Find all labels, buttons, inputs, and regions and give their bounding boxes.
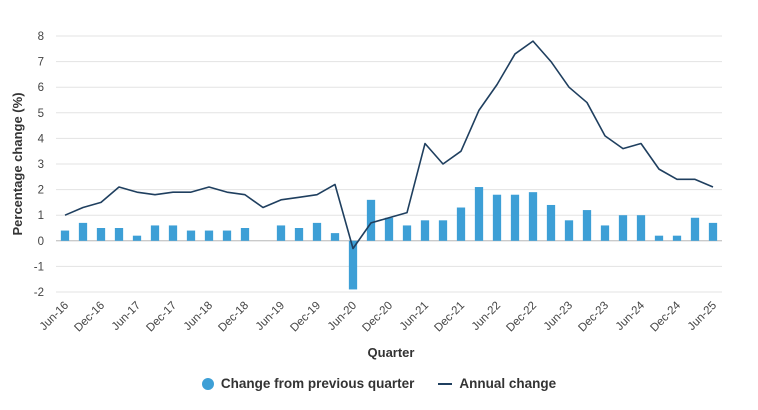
annual-change-line[interactable]	[64, 40, 714, 250]
bar[interactable]	[348, 240, 358, 290]
bar[interactable]	[366, 199, 376, 241]
bar[interactable]	[384, 217, 394, 241]
legend: Change from previous quarter Annual chan…	[0, 376, 758, 391]
x-tick-label: Jun-21	[398, 300, 431, 333]
bar[interactable]	[222, 230, 232, 241]
y-axis-title: Percentage change (%)	[10, 92, 25, 235]
x-tick-label: Dec-19	[288, 300, 323, 335]
legend-item-previous-quarter[interactable]: Change from previous quarter	[201, 376, 415, 391]
gridlines	[56, 35, 722, 293]
y-tick-label: 0	[38, 236, 44, 248]
bar[interactable]	[636, 215, 646, 241]
y-tick-label: 4	[38, 133, 45, 145]
bar[interactable]	[564, 220, 574, 241]
bar[interactable]	[402, 225, 412, 241]
legend-item-annual-change[interactable]: Annual change	[438, 376, 556, 391]
x-tick-label: Dec-22	[504, 300, 539, 335]
legend-label-annual-change: Annual change	[459, 376, 557, 391]
y-tick-label: 6	[38, 82, 44, 94]
bar[interactable]	[456, 207, 466, 241]
x-tick-label: Dec-20	[360, 300, 395, 335]
bar[interactable]	[132, 235, 142, 241]
bar[interactable]	[672, 235, 682, 241]
bar[interactable]	[600, 225, 610, 241]
y-tick-label: 3	[38, 159, 44, 171]
x-tick-label: Jun-19	[254, 300, 287, 333]
x-tick-label: Dec-16	[72, 300, 107, 335]
bar[interactable]	[690, 217, 700, 241]
bar[interactable]	[78, 222, 88, 241]
x-tick-label: Jun-23	[542, 300, 575, 333]
y-tick-label: 5	[38, 108, 44, 120]
bar[interactable]	[618, 215, 628, 241]
bar[interactable]	[492, 194, 502, 241]
bar[interactable]	[312, 222, 322, 241]
x-tick-label: Jun-18	[182, 300, 215, 333]
bar[interactable]	[186, 230, 196, 241]
x-tick-label: Dec-24	[648, 299, 683, 334]
x-tick-label: Dec-18	[216, 300, 251, 335]
x-tick-label: Jun-20	[326, 300, 359, 333]
bar[interactable]	[150, 225, 160, 241]
x-tick-label: Dec-17	[144, 300, 179, 335]
y-tick-label: 7	[38, 57, 44, 69]
bar[interactable]	[276, 225, 286, 241]
bar[interactable]	[546, 204, 556, 241]
bar[interactable]	[240, 228, 250, 241]
bar-series-previous-quarter	[60, 187, 718, 290]
x-tick-label: Jun-22	[470, 300, 503, 333]
y-tick-label: 2	[38, 185, 44, 197]
x-tick-label: Dec-21	[432, 300, 467, 335]
x-tick-label: Jun-25	[686, 300, 719, 333]
bar[interactable]	[438, 220, 448, 241]
bar[interactable]	[168, 225, 178, 241]
bar[interactable]	[510, 194, 520, 241]
y-tick-label: -2	[34, 287, 44, 299]
y-axis: -2 -1 0 1 2 3 4 5 6 7 8	[34, 31, 45, 299]
bar[interactable]	[114, 228, 124, 241]
bar[interactable]	[582, 210, 592, 241]
bar[interactable]	[420, 220, 430, 241]
x-tick-label: Jun-16	[38, 300, 71, 333]
bar[interactable]	[528, 192, 538, 241]
line-series-annual-change	[64, 40, 714, 250]
x-tick-label: Jun-24	[614, 299, 648, 333]
legend-marker-previous-quarter	[201, 377, 214, 390]
bar[interactable]	[474, 187, 484, 241]
y-tick-label: 8	[38, 31, 44, 43]
bar[interactable]	[654, 235, 664, 241]
x-tick-label: Dec-23	[576, 300, 611, 335]
bar[interactable]	[60, 230, 70, 241]
legend-marker-annual-change	[438, 382, 453, 385]
bar[interactable]	[708, 222, 718, 241]
x-axis-title: Quarter	[368, 345, 415, 360]
y-tick-label: 1	[38, 210, 44, 222]
y-tick-label: -1	[34, 261, 44, 273]
bar[interactable]	[204, 230, 214, 241]
x-axis: Jun-16 Dec-16 Jun-17 Dec-17 Jun-18 Dec-18 Jun-…	[38, 299, 719, 334]
legend-label-previous-quarter: Change from previous quarter	[220, 376, 415, 391]
bar[interactable]	[294, 228, 304, 241]
bar[interactable]	[330, 233, 340, 241]
x-tick-label: Jun-17	[110, 300, 143, 333]
bar[interactable]	[96, 228, 106, 241]
